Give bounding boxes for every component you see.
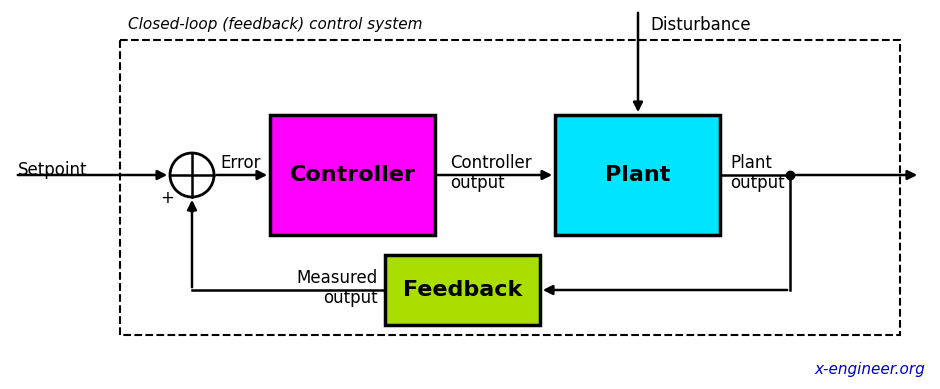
Text: output: output (730, 174, 785, 192)
Text: -: - (188, 202, 194, 220)
Text: Measured: Measured (297, 269, 378, 287)
Text: Disturbance: Disturbance (650, 16, 751, 34)
Text: Controller: Controller (290, 165, 415, 185)
Bar (555, 115, 720, 235)
Text: Controller: Controller (450, 154, 532, 172)
Text: Feedback: Feedback (403, 280, 522, 300)
Text: Closed-loop (feedback) control system: Closed-loop (feedback) control system (128, 17, 422, 32)
Text: Error: Error (220, 154, 260, 172)
Bar (385, 255, 540, 325)
Text: output: output (323, 289, 378, 307)
Bar (120, 40, 900, 335)
Text: Setpoint: Setpoint (18, 161, 87, 179)
Text: x-engineer.org: x-engineer.org (814, 362, 925, 377)
Text: +: + (160, 189, 174, 207)
Text: output: output (450, 174, 505, 192)
Text: Plant: Plant (604, 165, 670, 185)
Text: Plant: Plant (730, 154, 772, 172)
Bar (270, 115, 435, 235)
